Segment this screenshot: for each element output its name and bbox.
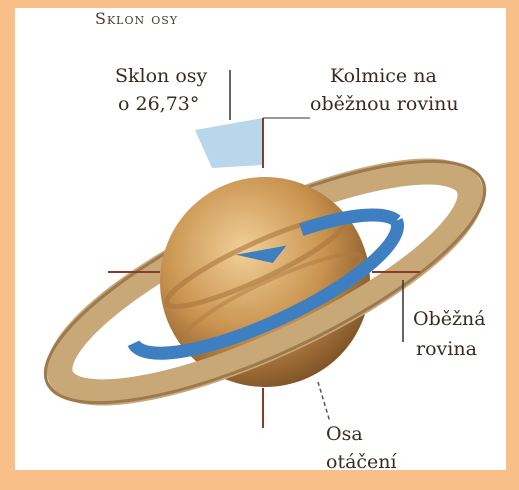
label: oběžnou rovinu xyxy=(310,93,459,115)
diagram: Sklon osy Sklon osy o 26,73° Kolmice na … xyxy=(0,0,519,490)
label: Oběžná xyxy=(413,308,486,330)
label: Kolmice na xyxy=(330,65,437,87)
label: Osa xyxy=(326,423,363,445)
label: rovina xyxy=(416,338,477,360)
label: Sklon osy xyxy=(115,65,208,87)
title: Sklon osy xyxy=(95,9,178,28)
label: otáčení xyxy=(326,451,398,473)
label: o 26,73° xyxy=(118,93,199,115)
